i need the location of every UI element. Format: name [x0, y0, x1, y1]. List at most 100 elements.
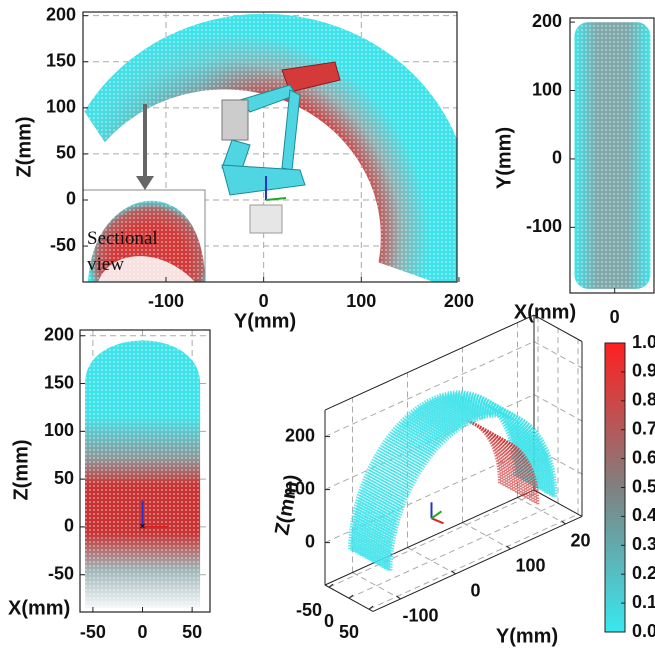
y-tick-label: 150 [46, 51, 76, 71]
y-axis-label: Y(mm) [493, 127, 515, 189]
axes-edge [324, 314, 535, 411]
y-tick-label: 200 [46, 4, 76, 24]
z-tick-label: 100 [285, 478, 315, 498]
plot-area: × [80, 330, 210, 612]
colorbar-tick-label: 0.0 [632, 621, 655, 641]
x-tick [368, 605, 374, 610]
point-cloud [384, 410, 555, 571]
grid-line [533, 394, 583, 422]
z-axis-label: Z(mm) [271, 473, 303, 537]
point-cloud [360, 396, 531, 558]
z-tick-label: 0 [305, 531, 315, 551]
plot-area [574, 22, 651, 289]
colorbar-tick-label: 0.3 [632, 534, 655, 554]
colorbar-tick-label: 0.9 [632, 361, 655, 381]
point-cloud [348, 390, 519, 551]
x-axis-label: Y(mm) [234, 310, 296, 332]
point-cloud-texture [85, 340, 201, 609]
grid-line [324, 341, 535, 438]
colorbar-tick-label: 0.8 [632, 390, 655, 410]
y-tick-label: 200 [570, 531, 600, 551]
x-tick-label: 100 [346, 291, 376, 311]
y-tick [451, 570, 456, 575]
point-cloud [374, 404, 546, 566]
grid-line [348, 502, 559, 599]
grid-line [407, 547, 456, 575]
z-tick-label: 200 [285, 425, 315, 445]
y-tick-label: 0 [64, 516, 74, 536]
x-tick-label: 200 [444, 291, 474, 311]
point-cloud-texture [84, 13, 457, 282]
x-tick-label: 0 [259, 291, 269, 311]
point-cloud [355, 394, 527, 555]
point-cloud [372, 403, 543, 564]
y-tick-label: 0 [552, 148, 562, 168]
triad-x [431, 517, 444, 525]
point-cloud [352, 392, 524, 554]
y-tick-label: 100 [532, 79, 562, 99]
x-axis-label: X(mm) [8, 597, 70, 619]
x-tick-label: -50 [296, 600, 322, 620]
arrow-head [136, 176, 154, 190]
y-tick-label: -100 [526, 216, 562, 236]
axes-frame [82, 11, 458, 283]
colorbar-tick-label: 0.5 [632, 476, 655, 496]
grid-line [533, 341, 583, 369]
grid-line [352, 572, 401, 600]
y-tick [506, 545, 511, 550]
x-tick-label: 0 [138, 622, 148, 642]
grid-line [368, 513, 579, 610]
y-tick [561, 520, 566, 525]
y-axis-label: Z(mm) [13, 116, 35, 177]
y-tick-label: 0 [66, 189, 76, 209]
y-tick-label: 100 [515, 556, 545, 576]
grid-line [517, 497, 566, 525]
point-cloud [379, 407, 551, 568]
point-cloud [376, 406, 548, 567]
colorbar-tick-label: 1.0 [632, 332, 655, 352]
y-tick-label: 100 [44, 420, 74, 440]
x-tick-label: -50 [80, 622, 106, 642]
x-tick-label: 0 [610, 307, 620, 327]
point-cloud [381, 408, 553, 570]
point-cloud [362, 398, 534, 559]
point-cloud [367, 400, 539, 562]
x-tick-label: 50 [182, 622, 202, 642]
x-tick [348, 594, 354, 599]
plot-area [83, 12, 457, 282]
colorbar-tick-label: 0.4 [632, 505, 655, 525]
y-tick-label: 0 [470, 581, 480, 601]
point-cloud [386, 411, 558, 572]
x-tick-label: 50 [339, 622, 359, 642]
inset-annotation: Sectional view [87, 228, 158, 275]
triad-origin: × [140, 522, 146, 533]
point-cloud [350, 391, 522, 553]
x-tick-label: 0 [324, 611, 334, 631]
x-tick-label: -100 [148, 291, 184, 311]
y-tick-label: -100 [402, 606, 438, 626]
grid-line [328, 491, 539, 588]
triad-y [430, 510, 443, 520]
grid-line [462, 522, 511, 550]
y-tick-label: 50 [56, 143, 76, 163]
y-tick-label: 150 [44, 372, 74, 392]
x-axis-label: X(mm) [514, 301, 576, 323]
y-tick-label: 100 [46, 97, 76, 117]
point-cloud [364, 399, 536, 560]
point-cloud [369, 402, 541, 563]
axes-edge [324, 489, 535, 586]
axes-edge [533, 489, 583, 517]
axes-edge [372, 515, 583, 612]
robot-illustration [221, 61, 341, 234]
point-cloud-texture [574, 22, 651, 289]
colorbar-tick-label: 0.6 [632, 447, 655, 467]
inset-hole [98, 256, 195, 282]
y-tick-label: -50 [48, 563, 74, 583]
x-tick [328, 583, 334, 588]
axes-frame [79, 329, 211, 613]
y-tick [396, 595, 401, 600]
colorbar-tick-label: 0.2 [632, 563, 655, 583]
y-tick-label: -50 [50, 235, 76, 255]
